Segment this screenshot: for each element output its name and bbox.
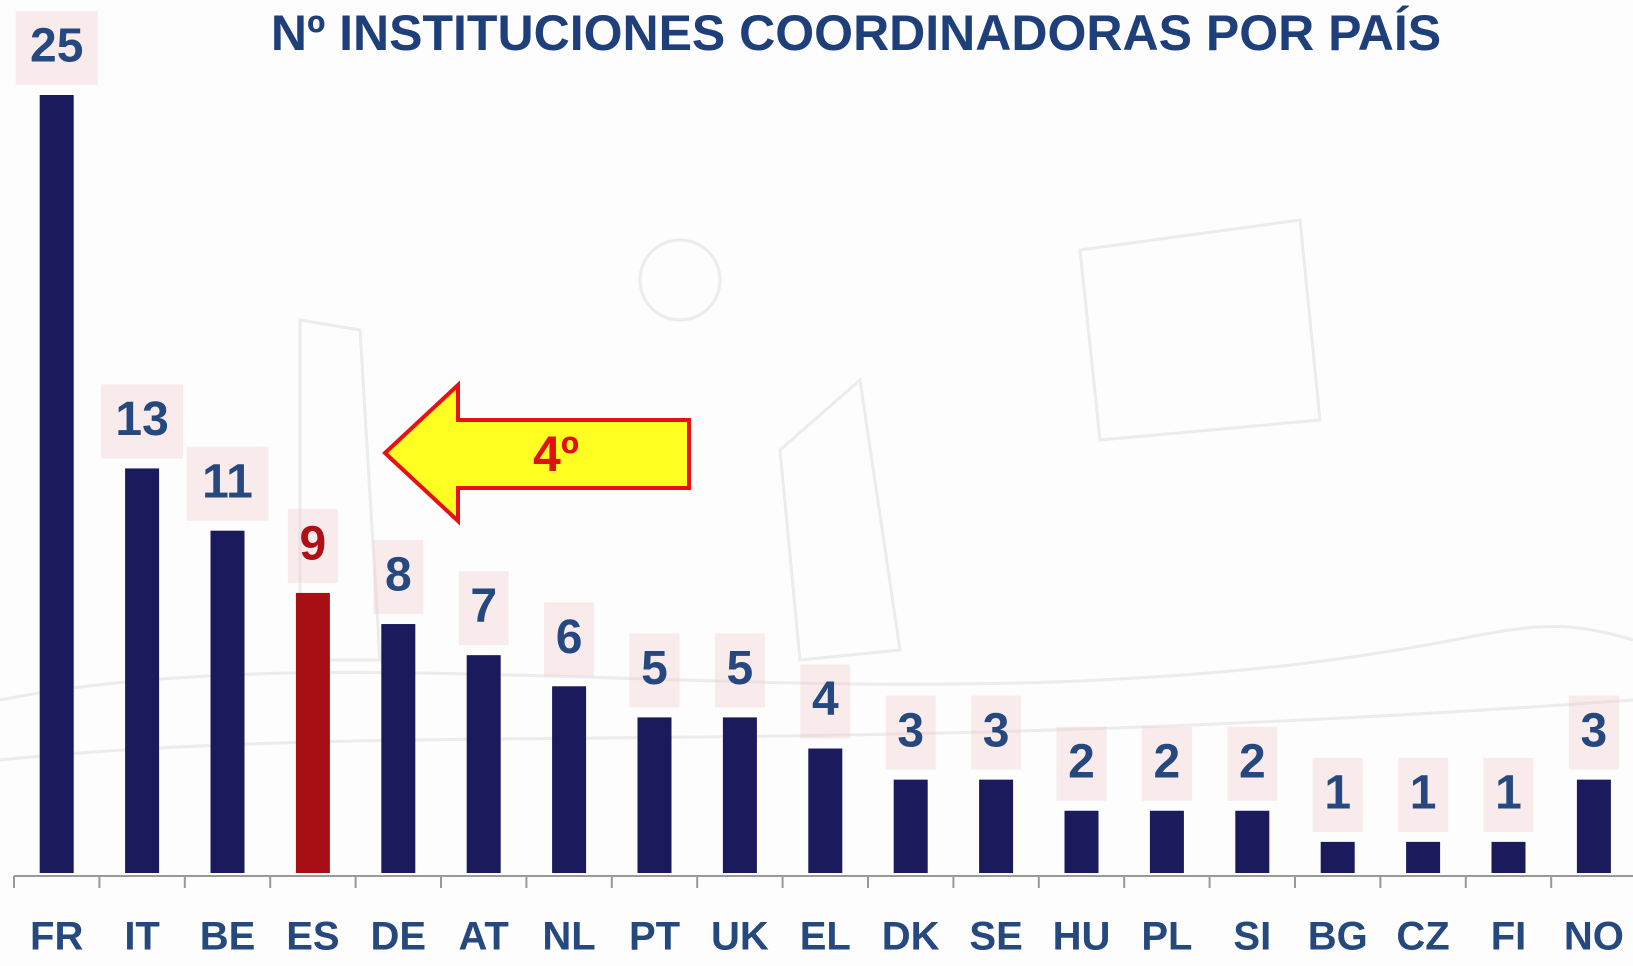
value-label: 3 — [1581, 704, 1608, 757]
x-tick-label: NO — [1564, 915, 1624, 959]
x-tick-label: IT — [124, 915, 160, 959]
bar — [1406, 841, 1441, 873]
value-label: 1 — [1495, 767, 1522, 820]
bar — [637, 717, 672, 873]
value-label-box — [714, 633, 765, 708]
x-tick-label: CZ — [1396, 915, 1449, 959]
bar — [125, 468, 160, 873]
value-label: 2 — [1068, 735, 1095, 788]
value-label-box — [971, 695, 1022, 770]
bar — [1235, 810, 1270, 873]
x-tick-label: DK — [882, 915, 940, 959]
value-label: 6 — [556, 611, 583, 664]
value-label: 2 — [1239, 735, 1266, 788]
value-label-box — [1312, 757, 1363, 832]
value-label-box — [1141, 726, 1192, 801]
x-tick-label: PT — [629, 915, 680, 959]
x-tick-label: ES — [286, 915, 339, 959]
value-label: 13 — [115, 393, 168, 446]
value-label-box — [101, 384, 184, 459]
value-label-box — [629, 633, 680, 708]
x-tick-label: AT — [459, 915, 509, 959]
value-label: 1 — [1324, 767, 1351, 820]
value-label: 3 — [983, 704, 1010, 757]
x-tick-label: SI — [1233, 915, 1271, 959]
chart-title: Nº INSTITUCIONES COORDINADORAS POR PAÍS — [271, 5, 1441, 61]
x-tick-label: FR — [30, 915, 83, 959]
bar — [210, 530, 245, 873]
value-label-box — [544, 602, 595, 677]
value-label: 7 — [470, 580, 497, 633]
value-label: 3 — [897, 704, 924, 757]
rank-arrow — [382, 380, 691, 526]
value-label-box — [1398, 757, 1449, 832]
bar — [1576, 779, 1611, 873]
x-tick-label: FI — [1491, 915, 1527, 959]
value-label-box — [800, 664, 851, 739]
bar — [39, 95, 74, 873]
bar — [552, 686, 587, 873]
rank-annotation: 4º — [533, 426, 579, 482]
bar — [466, 655, 501, 873]
value-label-box — [458, 571, 509, 646]
bar — [1064, 810, 1099, 873]
x-tick-label: EL — [800, 915, 851, 959]
bar — [1491, 841, 1526, 873]
bar — [1149, 810, 1184, 873]
bar — [722, 717, 757, 873]
x-tick-label: UK — [711, 915, 769, 959]
value-label: 5 — [727, 642, 754, 695]
x-tick-label: NL — [542, 915, 595, 959]
x-tick-label: BE — [200, 915, 256, 959]
value-label-box — [1568, 695, 1619, 770]
value-label: 9 — [300, 518, 327, 571]
x-tick-label: HU — [1053, 915, 1111, 959]
x-tick-label: DE — [371, 915, 427, 959]
bar — [295, 592, 330, 873]
value-label: 4 — [812, 673, 839, 726]
x-tick-label: PL — [1141, 915, 1192, 959]
value-label: 1 — [1410, 767, 1437, 820]
value-label-box — [373, 540, 424, 615]
value-label-box — [1483, 757, 1534, 832]
value-label-box — [885, 695, 936, 770]
x-tick-label: SE — [969, 915, 1022, 959]
value-label-box — [15, 11, 98, 85]
value-label-box — [186, 446, 269, 521]
value-label-box — [1056, 726, 1107, 801]
value-label-box — [287, 508, 338, 583]
value-label: 25 — [30, 20, 83, 73]
value-label-box — [1227, 726, 1278, 801]
x-tick-label: BG — [1308, 915, 1368, 959]
bar — [1320, 841, 1355, 873]
bar — [808, 748, 843, 873]
value-label: 5 — [641, 642, 668, 695]
value-label: 11 — [202, 455, 253, 508]
value-label: 2 — [1154, 735, 1181, 788]
bar — [893, 779, 928, 873]
bar — [381, 624, 416, 873]
value-label: 8 — [385, 549, 412, 602]
bar — [979, 779, 1014, 873]
